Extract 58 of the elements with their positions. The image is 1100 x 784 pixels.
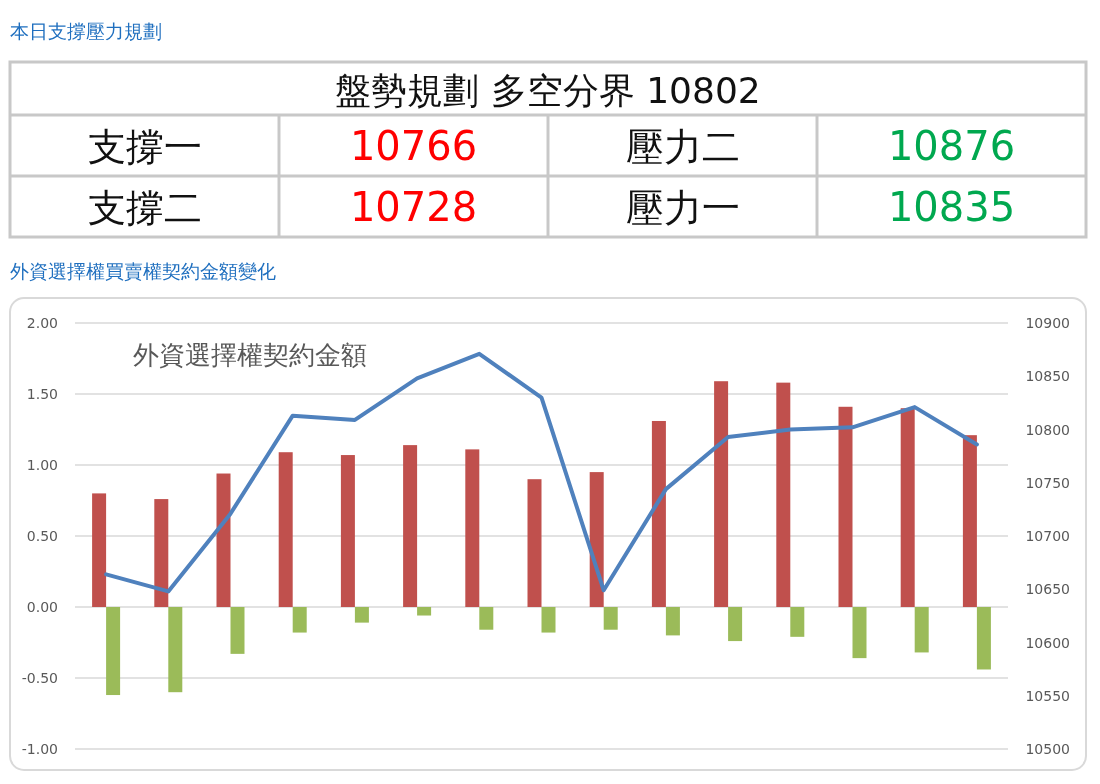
bar — [278, 452, 293, 607]
bar — [92, 493, 107, 607]
text: 壓力一 — [625, 185, 740, 230]
text: 支撐一 — [87, 124, 202, 169]
text: 10835 — [887, 183, 1016, 230]
bar — [292, 607, 307, 633]
bar — [527, 479, 542, 607]
y-tick-label: 2.00 — [26, 315, 58, 331]
y-tick-label: 0.50 — [26, 528, 58, 544]
text: 10876 — [887, 122, 1016, 169]
y2-tick-label: 10500 — [1025, 741, 1070, 757]
bar — [154, 499, 169, 607]
bar — [354, 607, 369, 623]
y-tick-label: 0.00 — [26, 599, 58, 615]
y2-tick-label: 10900 — [1025, 315, 1070, 331]
bar — [714, 381, 729, 607]
text: 10766 — [349, 122, 478, 169]
bar — [962, 435, 977, 607]
bar — [665, 607, 680, 636]
y-tick-label: -1.00 — [21, 741, 58, 757]
bar — [914, 607, 929, 653]
bar — [106, 607, 121, 696]
chart-title: 外資選擇權買賣權契約金額變化 — [10, 260, 276, 282]
y2-tick-label: 10850 — [1025, 368, 1070, 385]
y-tick-label: 1.00 — [26, 457, 58, 473]
bar — [651, 420, 666, 607]
y2-tick-label: 10800 — [1025, 421, 1070, 438]
y-tick-label: 1.50 — [26, 386, 58, 402]
bar — [340, 455, 355, 607]
bar — [838, 406, 853, 607]
y2-tick-label: 10750 — [1025, 474, 1070, 491]
bar — [589, 472, 604, 607]
bar — [479, 607, 494, 630]
bar — [776, 382, 791, 607]
y-tick-label: -0.50 — [21, 670, 58, 686]
text: 外資選擇權契約金額 — [133, 340, 367, 370]
bar — [900, 408, 915, 607]
text: 盤勢規劃 多空分界 10802 — [335, 70, 761, 111]
y2-tick-label: 10600 — [1025, 634, 1070, 651]
bar — [852, 607, 867, 659]
text: 支撐二 — [87, 185, 202, 230]
bar — [230, 607, 245, 654]
bar — [465, 449, 480, 607]
text: 10728 — [349, 183, 478, 230]
bar — [541, 607, 556, 633]
bar — [603, 607, 618, 630]
text: 本日支撐壓力規劃 — [10, 20, 162, 42]
bar — [790, 607, 805, 637]
bar — [728, 607, 743, 642]
bar — [417, 607, 432, 616]
y2-tick-label: 10650 — [1025, 581, 1070, 598]
bar — [403, 445, 418, 607]
y2-tick-label: 10700 — [1025, 528, 1070, 544]
bar — [216, 473, 231, 607]
bar — [976, 607, 991, 670]
text: 壓力二 — [625, 124, 740, 169]
y2-tick-label: 10550 — [1025, 687, 1070, 704]
bar — [168, 607, 183, 693]
